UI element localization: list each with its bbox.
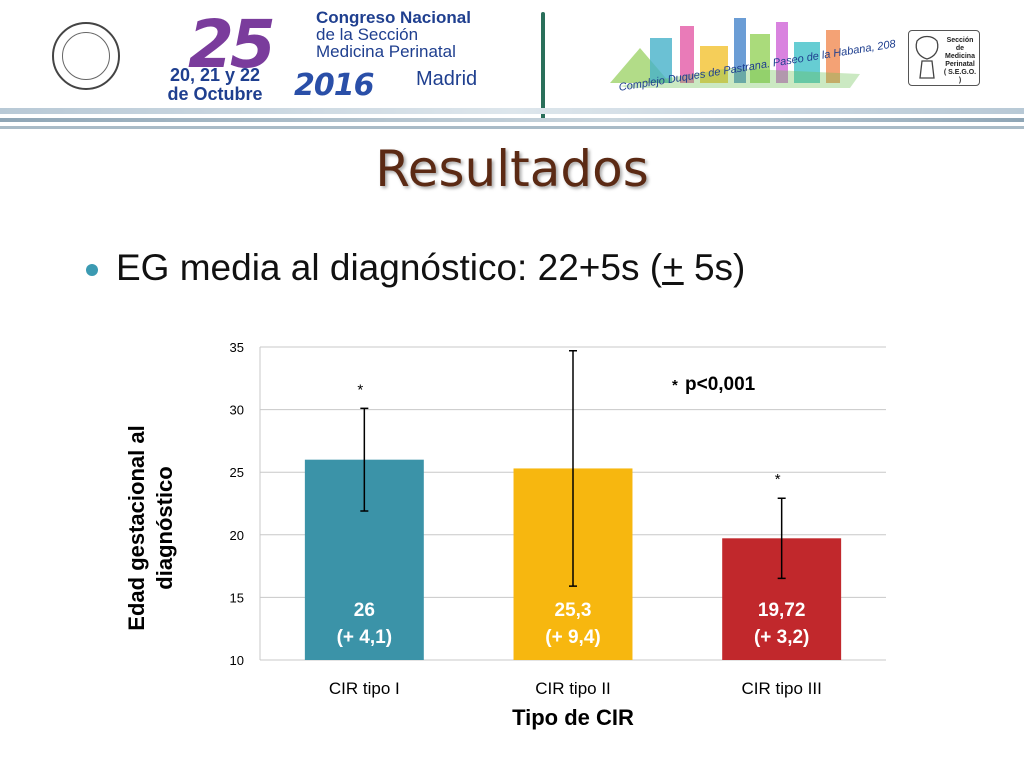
conference-subtitle-2: Medicina Perinatal — [316, 42, 456, 61]
y-axis-label-line-2: diagnóstico — [152, 466, 177, 589]
conference-title-main: Congreso Nacional — [316, 8, 471, 27]
bar-value-label: 25,3 — [555, 600, 592, 621]
significance-mark: * — [775, 471, 781, 488]
x-tick-label: CIR tipo I — [329, 679, 400, 698]
slide-title: Resultados — [375, 140, 649, 198]
y-tick-label: 20 — [230, 528, 244, 543]
y-tick-label: 30 — [230, 403, 244, 418]
bar-value-label: 26 — [354, 600, 375, 621]
banner-stripe — [0, 118, 1024, 122]
bullet-prefix: EG media al diagnóstico: 22+5s ( — [116, 247, 663, 288]
sego-seal-icon — [52, 22, 120, 90]
bar-value-label: 19,72 — [758, 600, 806, 621]
section-logo-sub: ( S.E.G.O. ) — [943, 69, 977, 84]
bar-error-label: (+ 9,4) — [545, 627, 600, 648]
conference-number: 25 — [188, 6, 276, 83]
banner-divider — [541, 12, 545, 122]
bullet-plus-minus: + — [662, 247, 684, 288]
y-axis-label-line-1: Edad gestacional al — [124, 425, 149, 630]
conference-city: Madrid — [416, 68, 478, 90]
section-logo: Sección de Medicina Perinatal ( S.E.G.O.… — [908, 30, 980, 86]
y-tick-label: 15 — [230, 590, 244, 605]
x-axis-label: Tipo de CIR — [512, 705, 634, 730]
x-tick-label: CIR tipo III — [742, 679, 822, 698]
conference-banner: 25 20, 21 y 22 de Octubre Congreso Nacio… — [0, 0, 1024, 135]
p-value-annotation: p<0,001 — [685, 374, 756, 395]
annotation-mark: * — [672, 377, 678, 394]
bullet-icon — [86, 264, 98, 276]
bar-error-label: (+ 3,2) — [754, 627, 809, 648]
banner-stripe — [0, 108, 1024, 114]
y-tick-label: 10 — [230, 653, 244, 668]
bar-chart: 10 15 20 25 30 35 * 26 (+ 4,1) 25,3 (+ 9,4) * 19,72… — [124, 340, 886, 730]
x-tick-label: CIR tipo II — [535, 679, 611, 698]
pelvis-icon — [915, 35, 939, 79]
y-tick-label: 35 — [230, 340, 244, 355]
conference-title: Congreso Nacional de la Sección Medicina… — [316, 9, 471, 60]
bullet-text: EG media al diagnóstico: 22+5s (+ 5s) — [116, 247, 745, 289]
y-tick-label: 25 — [230, 465, 244, 480]
bar-error-label: (+ 4,1) — [337, 627, 392, 648]
bullet-suffix: 5s) — [683, 247, 746, 288]
section-logo-text: Sección de Medicina Perinatal ( S.E.G.O.… — [943, 37, 977, 85]
banner-stripe — [0, 126, 1024, 129]
section-logo-title: Sección de Medicina Perinatal — [945, 37, 975, 68]
significance-mark: * — [357, 381, 363, 398]
conference-year: 2016 — [294, 68, 374, 103]
conference-dates: 20, 21 y 22 de Octubre — [167, 65, 263, 104]
conference-subtitle-1: de la Sección — [316, 25, 419, 44]
madrid-skyline-icon — [610, 18, 860, 88]
